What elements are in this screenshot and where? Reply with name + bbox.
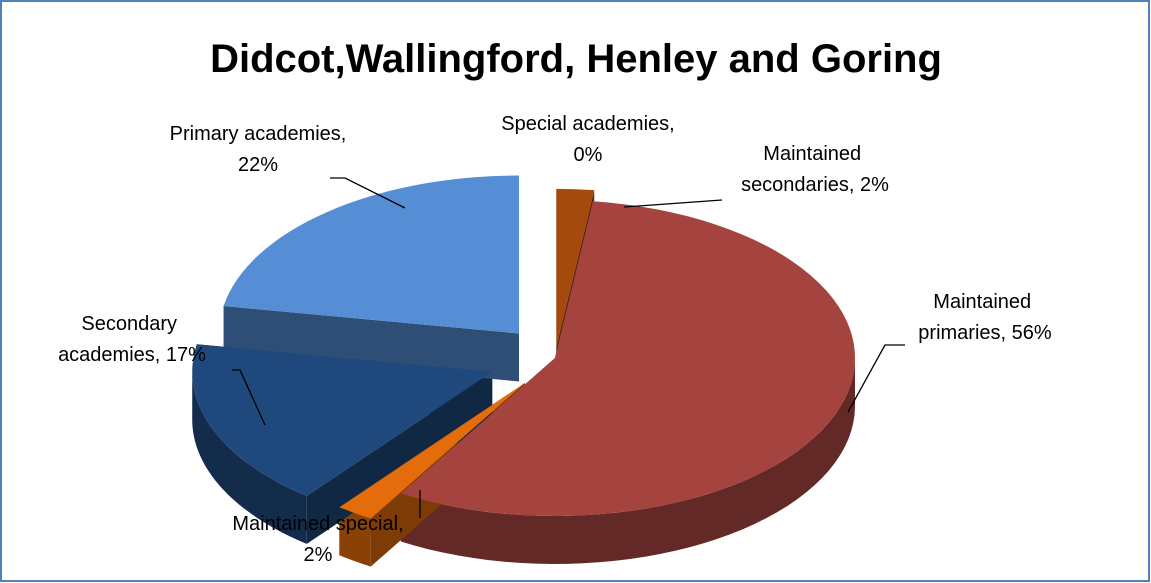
label-value: 56% <box>1012 322 1052 344</box>
data-label: Maintained special, 2% <box>232 513 403 566</box>
data-label: Secondary academies, 17% <box>58 313 206 366</box>
label-value: 2% <box>860 174 889 196</box>
leader-line <box>232 369 266 426</box>
label-category: Maintained primaries <box>918 291 1036 344</box>
data-label: Primary academies, 22% <box>170 123 347 176</box>
data-label: Maintained secondaries, 2% <box>741 143 889 196</box>
label-category: Maintained special <box>232 513 398 535</box>
label-value: 2% <box>304 544 333 566</box>
pie-slice <box>223 175 520 334</box>
pie-slice <box>556 188 595 347</box>
label-category: Primary academies <box>170 123 341 145</box>
slice-side <box>192 371 307 544</box>
pie-tops <box>192 175 855 519</box>
leader-line <box>330 177 406 209</box>
pie-slice <box>400 201 855 517</box>
slice-side <box>400 358 855 564</box>
label-category: Secondary academies <box>58 313 183 366</box>
label-value: 0% <box>574 144 603 166</box>
label-category: Special academies <box>501 113 669 135</box>
label-category: Maintained secondaries <box>741 143 867 196</box>
pie-slice <box>192 344 493 496</box>
label-value: 17% <box>166 344 206 366</box>
pie-slice <box>339 383 525 519</box>
label-value: 22% <box>238 154 278 176</box>
slice-side <box>339 507 371 567</box>
data-label: Special academies, 0% <box>501 113 674 166</box>
chart-title: Didcot,Wallingford, Henley and Goring <box>210 37 942 81</box>
leader-line <box>623 199 723 208</box>
leader-line <box>847 344 905 413</box>
data-label: Maintained primaries, 56% <box>918 291 1052 344</box>
slice-wall <box>223 306 520 382</box>
